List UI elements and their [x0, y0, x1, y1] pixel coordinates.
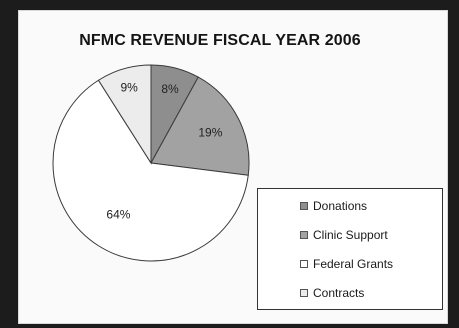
legend-swatch-contracts: [300, 289, 308, 297]
legend-label-donations: Donations: [313, 199, 368, 213]
pie-slice-federal-grants: [52, 79, 249, 262]
slice-label-clinic-support: 19%: [198, 126, 222, 140]
legend-label-clinic-support: Clinic Support: [313, 228, 388, 242]
slice-label-contracts: 9%: [120, 81, 138, 95]
legend-label-contracts: Contracts: [313, 286, 365, 300]
pie-slice-clinic-support: [150, 76, 250, 176]
legend-swatch-donations: [300, 202, 308, 210]
legend-item-clinic-support: Clinic Support: [300, 226, 388, 244]
legend-item-contracts: Contracts: [300, 284, 364, 302]
slice-label-federal-grants: 64%: [106, 207, 130, 221]
slice-label-donations: 8%: [161, 82, 179, 96]
pie-slice-contracts: [97, 64, 152, 165]
legend-item-donations: Donations: [300, 197, 367, 215]
chart-legend: Donations Clinic Support Federal Grants …: [257, 188, 443, 310]
legend-swatch-clinic-support: [300, 231, 308, 239]
pie-slice-labels: 8% 19% 64% 9%: [106, 81, 222, 222]
legend-item-federal-grants: Federal Grants: [300, 255, 393, 273]
legend-swatch-federal-grants: [300, 260, 308, 268]
chart-title: NFMC REVENUE FISCAL YEAR 2006: [79, 32, 361, 49]
legend-label-federal-grants: Federal Grants: [313, 257, 394, 271]
pie-slices: [52, 64, 250, 262]
